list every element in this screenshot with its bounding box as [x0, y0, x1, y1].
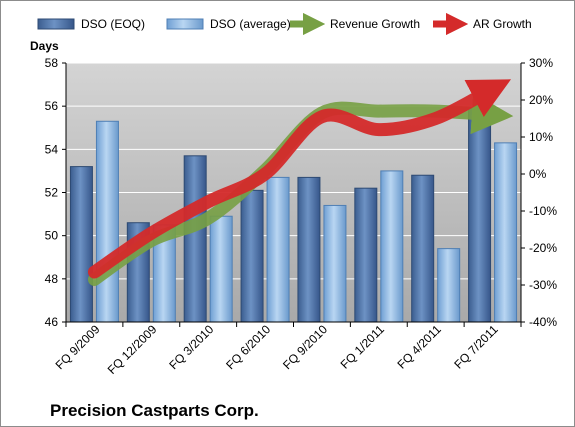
y-axis-title: Days: [30, 39, 59, 53]
company-name: Precision Castparts Corp.: [50, 401, 259, 420]
y2-tick-label: -30%: [529, 278, 557, 292]
legend-item: Revenue Growth: [290, 12, 420, 36]
legend-item: AR Growth: [433, 12, 532, 36]
y-tick-label: 58: [45, 56, 59, 70]
legend-swatch: [166, 18, 204, 30]
legend-item: DSO (average): [166, 17, 291, 31]
y2-tick-label: -10%: [529, 204, 557, 218]
y2-tick-label: 30%: [529, 56, 553, 70]
bar-dso-eoq: [297, 176, 321, 323]
legend-label: AR Growth: [473, 17, 532, 31]
bar-dso-eoq: [69, 166, 93, 323]
bar-dso-average: [209, 215, 233, 323]
y2-axis-ticks: -40% -30% -20% -10% 0% 10% 20% 30%: [521, 56, 557, 329]
bar-dso-eoq: [411, 174, 435, 323]
legend-swatch: [37, 18, 75, 30]
bar-dso-eoq: [240, 189, 264, 323]
bar-dso-eoq: [354, 187, 378, 323]
y2-tick-label: 20%: [529, 93, 553, 107]
y-tick-label: 52: [45, 186, 59, 200]
y2-tick-label: 10%: [529, 130, 553, 144]
bar-dso-average: [380, 170, 404, 323]
legend-label: DSO (average): [210, 17, 291, 31]
bar-dso-eoq: [468, 107, 492, 323]
bar-dso-average: [494, 142, 518, 323]
bar-dso-eoq: [183, 155, 207, 323]
y2-tick-label: -40%: [529, 315, 557, 329]
legend-item: DSO (EOQ): [37, 17, 145, 31]
bar-dso-average: [437, 248, 461, 323]
legend-label: DSO (EOQ): [81, 17, 145, 31]
y-tick-label: 54: [45, 142, 59, 156]
bar-dso-average: [323, 204, 347, 323]
growth-lines: [87, 79, 514, 286]
y2-tick-label: 0%: [529, 167, 547, 181]
bar-dso-average: [95, 120, 119, 323]
y-tick-label: 48: [45, 272, 59, 286]
y2-tick-label: -20%: [529, 241, 557, 255]
y-tick-label: 46: [45, 315, 59, 329]
y-axis-ticks: 46 48 50 52 54 56 58: [45, 56, 66, 329]
legend-label: Revenue Growth: [330, 17, 420, 31]
legend: DSO (EOQ) DSO (average) Revenue Growth AR G…: [37, 12, 532, 36]
ar-growth-line: [87, 79, 512, 279]
y-tick-label: 50: [45, 229, 59, 243]
y-tick-label: 56: [45, 99, 59, 113]
bar-dso-average: [266, 176, 290, 323]
